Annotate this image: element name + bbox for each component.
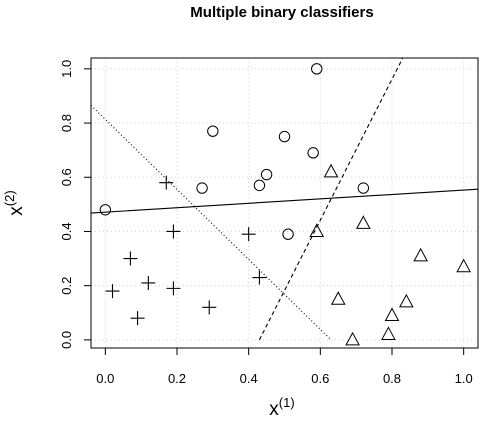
x-tick-label-2: 0.4 bbox=[240, 371, 258, 386]
x-tick-label-5: 1.0 bbox=[455, 371, 473, 386]
y-tick-label-4: 0.8 bbox=[59, 114, 74, 132]
y-axis-label: x(2) bbox=[2, 190, 27, 215]
point-circle-4 bbox=[260, 168, 273, 181]
data-points bbox=[99, 63, 472, 346]
plot-frame bbox=[90, 57, 479, 349]
decision-boundaries bbox=[90, 57, 479, 341]
point-circle-0 bbox=[99, 204, 112, 216]
point-triangle-8 bbox=[413, 247, 429, 262]
point-circle-1 bbox=[196, 182, 208, 194]
boundary-line-dotted bbox=[90, 105, 332, 341]
point-plus-1 bbox=[123, 251, 138, 266]
y-tick-label-5: 1.0 bbox=[59, 60, 74, 78]
y-tick-label-2: 0.4 bbox=[59, 222, 74, 240]
point-triangle-7 bbox=[398, 293, 414, 308]
point-triangle-4 bbox=[355, 215, 371, 229]
y-tick-label-1: 0.2 bbox=[59, 277, 74, 295]
point-plus-7 bbox=[202, 300, 217, 315]
point-triangle-6 bbox=[384, 307, 400, 321]
point-circle-5 bbox=[278, 130, 291, 143]
y-axis-label-base: x bbox=[6, 206, 27, 216]
x-axis-label-superscript: (1) bbox=[279, 395, 295, 410]
x-axis-label: x(1) bbox=[269, 395, 294, 420]
point-plus-8 bbox=[241, 227, 256, 242]
x-tick-label-4: 0.8 bbox=[383, 371, 401, 386]
point-plus-6 bbox=[166, 281, 181, 296]
point-plus-2 bbox=[130, 311, 145, 326]
boundary-line-dashed bbox=[258, 57, 404, 341]
point-plus-3 bbox=[141, 275, 156, 290]
boundary-line-solid bbox=[90, 188, 479, 214]
point-triangle-5 bbox=[381, 326, 396, 340]
point-triangle-3 bbox=[345, 331, 360, 346]
point-circle-6 bbox=[282, 228, 294, 240]
point-plus-4 bbox=[159, 175, 174, 190]
grid bbox=[91, 58, 478, 348]
point-circle-3 bbox=[253, 179, 266, 192]
x-axis: 0.0 0.2 0.4 0.6 0.8 1.0 bbox=[96, 347, 473, 386]
y-tick-label-3: 0.6 bbox=[59, 168, 74, 186]
point-triangle-9 bbox=[456, 258, 472, 273]
point-plus-5 bbox=[166, 224, 181, 239]
point-triangle-0 bbox=[309, 223, 325, 237]
point-circle-8 bbox=[311, 63, 323, 75]
point-plus-0 bbox=[105, 284, 120, 299]
x-tick-label-0: 0.0 bbox=[96, 371, 114, 386]
x-axis-label-base: x bbox=[269, 399, 279, 420]
point-circle-9 bbox=[357, 182, 370, 194]
point-plus-9 bbox=[252, 270, 267, 285]
point-circle-2 bbox=[207, 125, 219, 137]
point-triangle-2 bbox=[330, 291, 346, 305]
x-tick-label-1: 0.2 bbox=[168, 371, 186, 386]
chart-title: Multiple binary classifiers bbox=[190, 4, 373, 21]
x-tick-label-3: 0.6 bbox=[311, 371, 329, 386]
y-axis-label-superscript: (2) bbox=[2, 190, 17, 206]
point-triangle-1 bbox=[323, 163, 339, 178]
y-axis: 0.0 0.2 0.4 0.6 0.8 1.0 bbox=[59, 60, 92, 349]
y-tick-label-0: 0.0 bbox=[59, 331, 74, 349]
point-circle-7 bbox=[307, 147, 319, 159]
